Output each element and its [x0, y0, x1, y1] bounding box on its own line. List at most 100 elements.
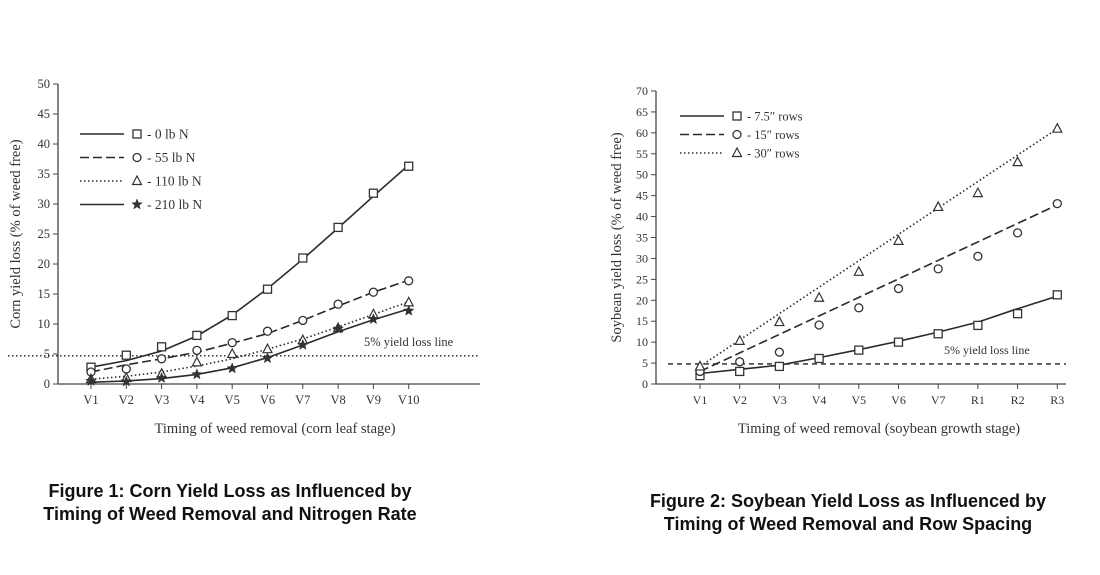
y-tick-label: 50	[38, 77, 51, 91]
x-tick-label: V6	[891, 393, 906, 407]
data-point	[120, 375, 133, 387]
x-axis-title: Timing of weed removal (soybean growth s…	[738, 421, 1020, 437]
legend-label: - 0 lb N	[147, 127, 189, 142]
data-point	[813, 291, 825, 302]
data-point	[972, 186, 984, 198]
x-tick-label: V10	[398, 393, 420, 407]
y-tick-label: 15	[636, 314, 648, 328]
y-tick-label: 35	[38, 167, 51, 181]
x-tick-label: V3	[772, 393, 787, 407]
x-axis-title: Timing of weed removal (corn leaf stage)	[154, 421, 395, 437]
data-point	[854, 303, 864, 313]
data-point	[774, 347, 785, 357]
y-tick-label: 30	[38, 197, 51, 211]
series-1	[695, 290, 1062, 381]
legend-label: - 110 lb N	[147, 174, 202, 189]
x-tick-label: V2	[119, 393, 134, 407]
y-tick-label: 20	[38, 257, 51, 271]
x-tick-label: V9	[366, 393, 381, 407]
y-tick-label: 10	[38, 317, 51, 331]
series-line	[699, 204, 1058, 373]
data-point	[973, 320, 983, 331]
x-tick-label: V4	[812, 393, 827, 407]
y-tick-label: 25	[636, 272, 648, 286]
legend-entry: - 0 lb N	[80, 127, 189, 142]
x-tick-label: V7	[295, 393, 310, 407]
data-point	[227, 310, 237, 321]
data-point	[191, 356, 203, 367]
y-tick-label: 45	[38, 107, 51, 121]
legend-marker	[131, 198, 143, 210]
data-point	[298, 253, 308, 263]
data-point	[893, 234, 904, 245]
data-point	[227, 337, 237, 348]
legend-label: - 55 lb N	[147, 150, 196, 165]
data-point	[156, 354, 167, 364]
legend-marker	[132, 152, 142, 163]
data-point	[814, 320, 824, 330]
data-point	[402, 304, 415, 316]
data-point	[261, 352, 274, 364]
series-2	[86, 276, 414, 377]
data-point	[404, 276, 414, 286]
data-point	[226, 347, 238, 359]
data-point	[155, 371, 168, 383]
legend-entry: - 210 lb N	[80, 197, 202, 212]
x-tick-label: V1	[693, 393, 708, 407]
data-point	[192, 345, 202, 356]
legend-label: - 15″ rows	[747, 128, 800, 142]
legend-marker	[732, 129, 742, 140]
y-tick-label: 10	[636, 335, 648, 349]
data-point	[893, 283, 904, 294]
legend-label: - 210 lb N	[147, 197, 202, 212]
data-point	[973, 251, 983, 261]
series-4	[85, 304, 415, 387]
data-point	[85, 374, 97, 386]
y-tick-label: 60	[636, 126, 648, 140]
y-tick-label: 40	[38, 137, 51, 151]
legend-entry: - 30″ rows	[680, 147, 800, 161]
data-point	[367, 313, 380, 325]
y-tick-label: 5	[642, 356, 648, 370]
x-tick-label: R2	[1011, 393, 1025, 407]
data-point	[298, 315, 308, 326]
data-point	[735, 366, 745, 377]
data-point	[191, 368, 203, 380]
y-axis-title: Soybean yield loss (% of weed free)	[609, 132, 625, 342]
corn-yield-loss-chart: 0 5 10 15 20 25 30 35 40 45 50 V1 V2 V3 V4 V5 V6 V7 V8 V9 V1…	[8, 77, 480, 437]
y-tick-label: 65	[636, 105, 648, 119]
data-point	[262, 342, 273, 354]
y-tick-label: 55	[636, 147, 648, 161]
figure-1-caption: Figure 1: Corn Yield Loss as Influenced …	[43, 481, 417, 524]
legend-label: - 30″ rows	[747, 147, 800, 161]
legend-entry: - 110 lb N	[80, 174, 202, 189]
data-point	[1012, 228, 1023, 238]
y-tick-label: 0	[642, 377, 648, 391]
y-axis-title: Corn yield loss (% of weed free)	[8, 139, 24, 328]
data-point	[296, 338, 309, 350]
series-line	[90, 279, 409, 373]
x-tick-label: V5	[225, 393, 240, 407]
x-tick-label: V6	[260, 393, 275, 407]
legend-marker	[131, 174, 143, 186]
series-line	[699, 128, 1058, 368]
data-point	[933, 264, 943, 274]
data-point	[1012, 309, 1023, 319]
data-point	[333, 222, 343, 233]
y-tick-label: 25	[38, 227, 51, 241]
data-point	[368, 188, 379, 198]
series-1	[86, 161, 414, 372]
y-tick-label: 45	[636, 189, 648, 203]
y-tick-label: 0	[44, 377, 50, 391]
data-point	[893, 337, 904, 347]
data-point	[854, 345, 864, 355]
x-tick-label: V2	[732, 393, 747, 407]
y-tick-label: 50	[636, 168, 648, 182]
y-tick-label: 5	[44, 347, 50, 361]
x-tick-label: V4	[189, 393, 205, 407]
x-tick-label: V5	[851, 393, 866, 407]
data-point	[774, 361, 785, 372]
data-point	[933, 329, 943, 339]
data-point	[262, 284, 273, 294]
